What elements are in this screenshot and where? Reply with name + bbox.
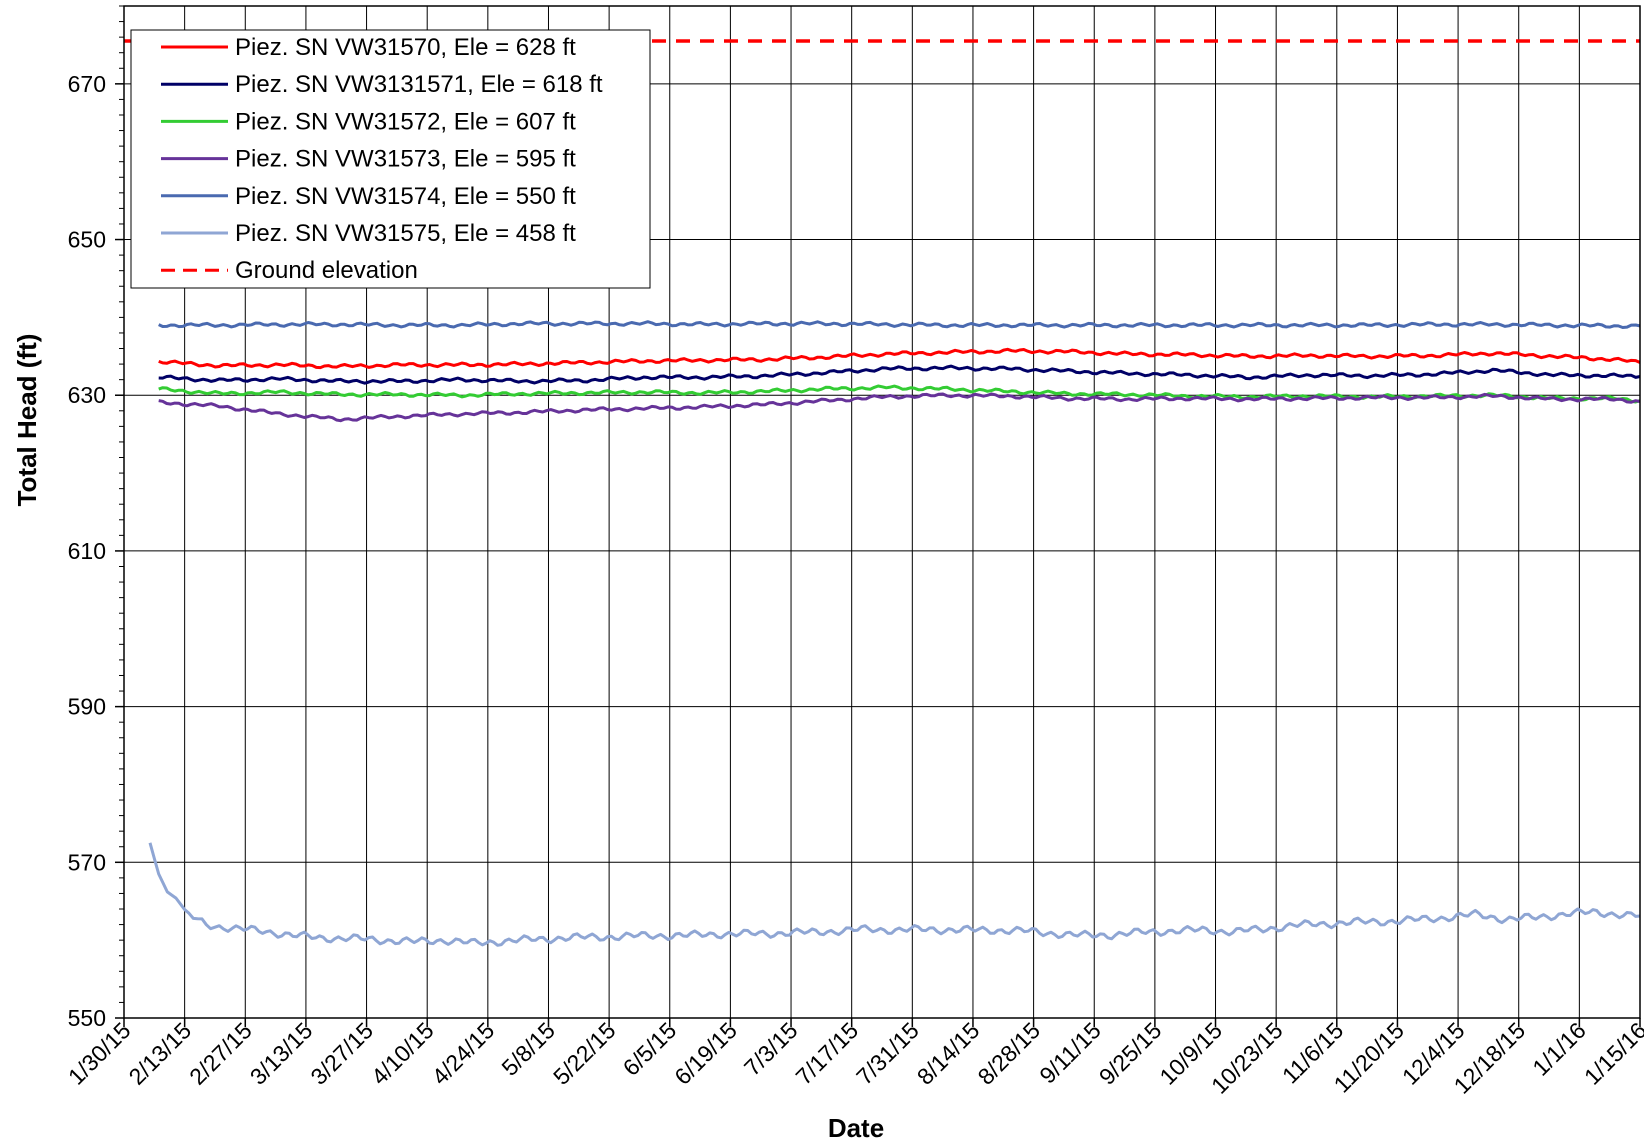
y-tick-label: 670 xyxy=(68,71,106,97)
x-axis-title: Date xyxy=(828,1113,884,1143)
legend-label-1: Piez. SN VW31570, Ele = 628 ft xyxy=(235,34,576,61)
legend-label-3: Piez. SN VW31572, Ele = 607 ft xyxy=(235,108,576,135)
legend-label-2: Piez. SN VW3131571, Ele = 618 ft xyxy=(235,71,603,98)
series-line-3 xyxy=(158,384,1641,404)
series-line-2 xyxy=(158,364,1641,385)
y-tick-label: 590 xyxy=(68,694,106,720)
y-tick-label: 650 xyxy=(68,227,106,253)
series-line-4 xyxy=(158,392,1641,423)
series-line-5 xyxy=(158,320,1641,329)
legend: Piez. SN VW31570, Ele = 628 ft Piez. SN V… xyxy=(130,29,651,289)
legend-label-5: Piez. SN VW31574, Ele = 550 ft xyxy=(235,183,576,210)
legend-label-7: Ground elevation xyxy=(235,257,418,284)
y-tick-label: 570 xyxy=(68,849,106,875)
y-tick-label: 630 xyxy=(68,382,106,408)
series-line-6 xyxy=(148,842,1641,947)
y-tick-label: 610 xyxy=(68,538,106,564)
series-line-1 xyxy=(158,347,1641,370)
y-tick-label: 550 xyxy=(68,1005,106,1031)
legend-label-4: Piez. SN VW31573, Ele = 595 ft xyxy=(235,146,576,173)
y-axis-title: Total Head (ft) xyxy=(12,334,42,507)
plot-frame xyxy=(123,5,1641,1019)
legend-label-6: Piez. SN VW31575, Ele = 458 ft xyxy=(235,220,576,247)
